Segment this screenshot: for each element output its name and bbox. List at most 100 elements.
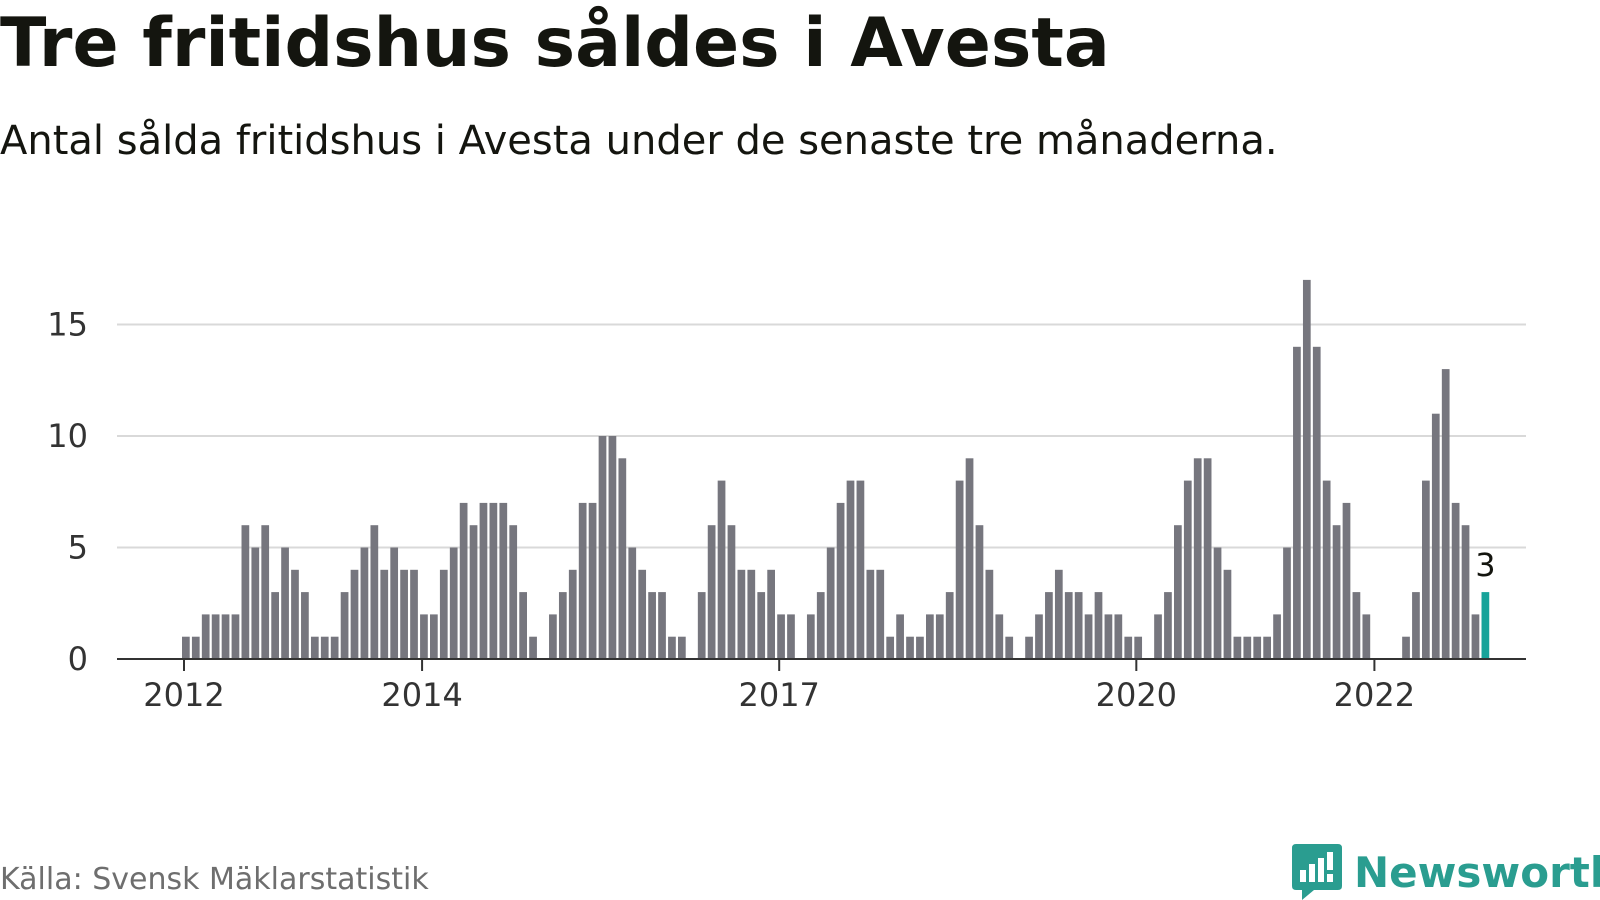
- bar: [1005, 636, 1014, 659]
- bar: [400, 569, 408, 659]
- bar: [439, 569, 448, 659]
- bar: [410, 569, 418, 659]
- bar: [1441, 369, 1450, 659]
- x-tick-label: 2020: [1096, 676, 1177, 714]
- bar: [420, 614, 428, 659]
- y-tick-label: 0: [68, 640, 88, 678]
- bar: [1124, 636, 1133, 659]
- brand-name: Newsworthy: [1354, 847, 1600, 897]
- bar: [310, 636, 319, 659]
- bar: [281, 547, 289, 659]
- bar: [350, 569, 359, 659]
- bar: [866, 569, 875, 659]
- bar: [1233, 636, 1242, 659]
- bar: [737, 569, 746, 659]
- bar: [558, 592, 567, 659]
- bar: [1312, 346, 1321, 659]
- bar: [568, 569, 577, 659]
- bar: [638, 569, 647, 659]
- source-note: Källa: Svensk Mäklarstatistik: [0, 862, 429, 897]
- bar: [916, 636, 924, 659]
- bar: [1342, 502, 1351, 659]
- bar: [1243, 636, 1252, 659]
- bar: [717, 480, 726, 659]
- bar: [1352, 592, 1361, 659]
- bar: [1293, 346, 1301, 659]
- bar: [1283, 547, 1291, 659]
- bar: [777, 614, 785, 659]
- bar: [1402, 636, 1410, 659]
- bar: [291, 569, 299, 659]
- bar: [390, 547, 399, 659]
- bar: [261, 525, 270, 659]
- bar: [926, 614, 934, 659]
- bar: [668, 636, 676, 659]
- bar: [1054, 569, 1063, 659]
- bar: [1094, 592, 1103, 659]
- bar: [608, 436, 617, 659]
- axes: 0 5 10 15 3 2012 2014 2017 2020 2022: [47, 306, 1526, 714]
- bar: [489, 502, 498, 659]
- bar: [1174, 525, 1182, 659]
- bar: [1471, 614, 1480, 659]
- bar: [896, 614, 904, 659]
- bar: [806, 614, 815, 659]
- bar: [945, 592, 954, 659]
- bar: [182, 636, 190, 659]
- bar: [876, 569, 885, 659]
- bar: [1412, 592, 1420, 659]
- grid-lines: [117, 323, 1526, 549]
- bar: [211, 614, 220, 659]
- bar: [1422, 480, 1430, 659]
- bar: [995, 614, 1004, 659]
- bar: [221, 614, 230, 659]
- chart-subtitle: Antal sålda fritidshus i Avesta under de…: [0, 118, 1278, 164]
- bar: [1064, 592, 1073, 659]
- bar: [1164, 592, 1172, 659]
- bar: [1114, 614, 1123, 659]
- bar: [1074, 592, 1083, 659]
- bar: [459, 502, 468, 659]
- bar: [1154, 614, 1162, 659]
- bar: [836, 502, 845, 659]
- bar: [340, 592, 349, 659]
- bar: [1431, 413, 1440, 659]
- bar: [1213, 547, 1222, 659]
- bar: [1332, 525, 1341, 659]
- bar: [906, 636, 914, 659]
- x-tick-label: 2022: [1334, 676, 1415, 714]
- bar: [320, 636, 329, 659]
- bar: [935, 614, 944, 659]
- bar: [757, 592, 766, 659]
- bar: [648, 592, 656, 659]
- bar: [529, 636, 537, 659]
- bar: [301, 592, 309, 659]
- bar: [955, 480, 964, 659]
- bar: [578, 502, 587, 659]
- bar: [241, 525, 250, 659]
- bar: [1263, 636, 1271, 659]
- bar: [469, 525, 478, 659]
- bar: [1302, 279, 1311, 659]
- bar: [1253, 636, 1262, 659]
- bar-chart: 0 5 10 15 3 2012 2014 2017 2020 2022: [47, 279, 1526, 714]
- bar: [1322, 480, 1331, 659]
- bar: [1104, 614, 1113, 659]
- bar: [360, 547, 369, 659]
- bar: [519, 592, 527, 659]
- chart-title: Tre fritidshus såldes i Avesta: [0, 4, 1110, 83]
- bar: [618, 458, 627, 659]
- bar: [1461, 525, 1470, 659]
- x-tick-label: 2014: [381, 676, 462, 714]
- bar: [767, 569, 775, 659]
- y-tick-label: 15: [47, 306, 88, 344]
- bar: [1025, 636, 1033, 659]
- bar: [747, 569, 756, 659]
- bar: [380, 569, 389, 659]
- bar: [707, 525, 716, 659]
- bar: [1451, 502, 1460, 659]
- newsworthy-logo: Newsworthy: [1292, 844, 1600, 900]
- y-tick-label: 10: [47, 417, 88, 455]
- y-tick-label: 5: [68, 529, 88, 567]
- bar: [727, 525, 736, 659]
